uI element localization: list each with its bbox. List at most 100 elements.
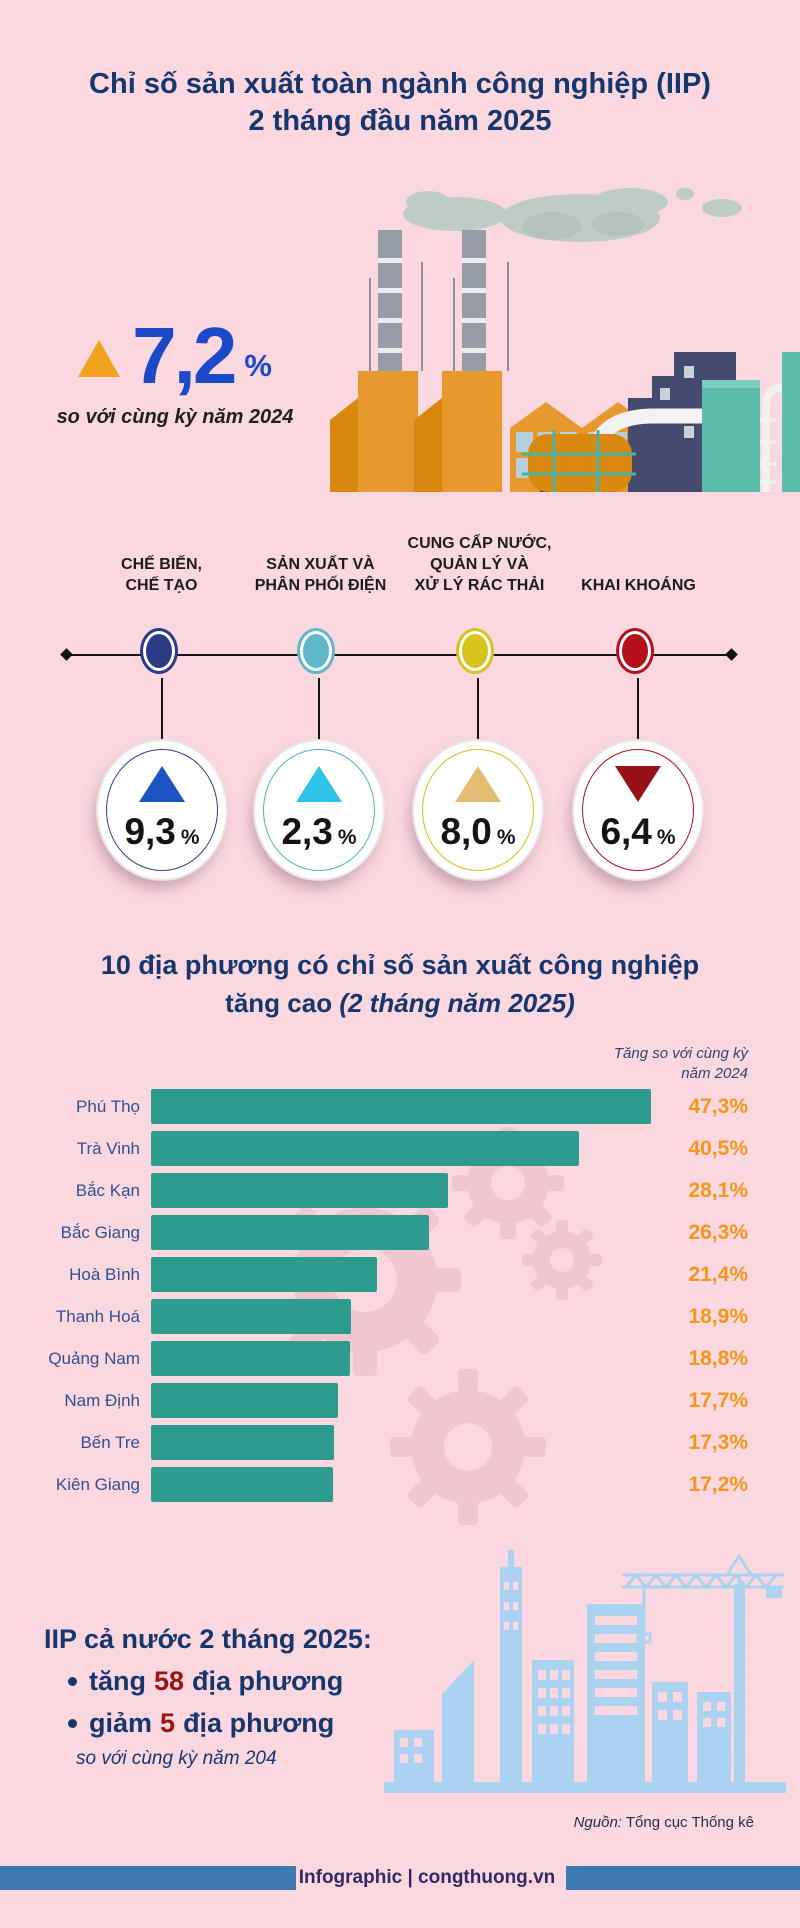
summary-bullets: tăng 58 địa phương giảm 5 địa phương	[44, 1666, 372, 1739]
bar	[151, 1215, 429, 1250]
sector-circle-ring	[263, 749, 375, 871]
bar-label: Phú Thọ	[76, 1096, 140, 1116]
headline-value: 7,2	[132, 311, 237, 400]
headline-kpi: 7,2 % so với cùng kỳ năm 2024	[30, 311, 320, 429]
sector-label-line: PHÂN PHỐI ĐIỆN	[254, 576, 387, 594]
source-note: Nguồn: Tổng cục Thống kê	[574, 1814, 754, 1831]
bullet-icon	[68, 1677, 77, 1686]
bar-zone	[151, 1383, 661, 1418]
bar-row: Thanh Hoá 18,9%	[38, 1299, 748, 1334]
sector-connector	[477, 678, 479, 742]
bar	[151, 1089, 651, 1124]
sector-label-line: XỬ LÝ RÁC THẢI	[414, 576, 545, 594]
bar-value: 17,7%	[688, 1388, 748, 1412]
chart-note-line1: Tăng so với cùng kỳ	[613, 1045, 748, 1062]
page-title-line1: Chỉ số sản xuất toàn ngành công nghiệp (…	[89, 68, 711, 100]
bar-zone	[151, 1467, 661, 1502]
chart-note-line2: năm 2024	[681, 1065, 748, 1083]
sector-label: CHẾ BIẾN, CHẾ TẠO	[82, 554, 241, 596]
bar-row: Bắc Giang 26,3%	[38, 1215, 748, 1250]
bar-value: 21,4%	[688, 1262, 748, 1286]
bar	[151, 1383, 339, 1418]
sector-connector	[318, 678, 320, 742]
chimneys	[330, 230, 502, 492]
bullet-prefix: tăng	[89, 1666, 146, 1696]
bullet-icon	[68, 1719, 77, 1728]
sector-dot	[619, 631, 651, 671]
bar	[151, 1341, 350, 1376]
bar-value: 17,3%	[688, 1430, 748, 1454]
summary-heading: IIP cả nước 2 tháng 2025:	[44, 1624, 372, 1654]
factory-illustration	[330, 188, 800, 492]
bullet-number: 58	[154, 1666, 185, 1696]
bar	[151, 1299, 351, 1334]
bar-zone	[151, 1425, 661, 1460]
headline-unit: %	[244, 348, 272, 383]
bar-value: 26,3%	[688, 1220, 748, 1244]
bar	[151, 1131, 580, 1166]
bar-row: Bến Tre 17,3%	[38, 1425, 748, 1460]
summary-note: so với cùng kỳ năm 204	[76, 1748, 277, 1769]
antennas	[369, 262, 509, 374]
bar-value: 47,3%	[688, 1094, 748, 1118]
chart-subtitle-bold: tăng cao	[225, 988, 333, 1018]
sector-circle: 6,4%	[574, 741, 702, 879]
bullet-suffix: địa phương	[192, 1666, 344, 1696]
bar-rows: Phú Thọ 47,3% Trà Vinh 40,5% Bắc Kạn 28,1% Bắc…	[38, 1089, 748, 1502]
bar	[151, 1257, 378, 1292]
bar-zone	[151, 1215, 661, 1250]
bar	[151, 1425, 334, 1460]
city-illustration	[384, 1550, 786, 1793]
bar-label: Kiên Giang	[55, 1474, 140, 1494]
bar-row: Trà Vinh 40,5%	[38, 1131, 748, 1166]
bar-zone	[151, 1341, 661, 1376]
bar-label: Nam Định	[64, 1390, 140, 1410]
bar-zone	[151, 1257, 661, 1292]
bar-value: 18,9%	[688, 1304, 748, 1328]
sector-label-line: SẢN XUẤT VÀ	[266, 555, 375, 573]
bar-label: Hoà Bình	[69, 1264, 140, 1284]
bullet-item: tăng 58 địa phương	[44, 1666, 372, 1697]
timeline-line	[67, 654, 731, 656]
chart-title: 10 địa phương có chỉ số sản xuất công ng…	[100, 950, 700, 980]
sector-circle: 9,3%	[98, 741, 226, 879]
sector-label: SẢN XUẤT VÀ PHÂN PHỐI ĐIỆN	[241, 554, 400, 596]
summary-block: IIP cả nước 2 tháng 2025: tăng 58 địa phươ…	[44, 1624, 372, 1770]
sector-label: CUNG CẤP NƯỚC, QUẢN LÝ VÀ XỬ LÝ RÁC THẢI	[400, 533, 559, 596]
page-title: Chỉ số sản xuất toàn ngành công nghiệp (…	[0, 66, 800, 140]
sector-labels-row: CHẾ BIẾN, CHẾ TẠO SẢN XUẤT VÀ PHÂN PHỐI ĐIỆ…	[82, 514, 718, 596]
sector-dot	[459, 631, 491, 671]
bar-row: Bắc Kạn 28,1%	[38, 1173, 748, 1208]
sector-label-line: CUNG CẤP NƯỚC,	[407, 534, 552, 552]
sector-connector	[637, 678, 639, 742]
bullet-suffix: địa phương	[183, 1708, 335, 1738]
bar-row: Nam Định 17,7%	[38, 1383, 748, 1418]
sector-circle-ring	[106, 749, 218, 871]
bar-label: Bến Tre	[80, 1432, 140, 1452]
bar-label: Thanh Hoá	[55, 1306, 140, 1326]
bar-value: 18,8%	[688, 1346, 748, 1370]
bar-label: Bắc Kạn	[75, 1180, 140, 1200]
bar	[151, 1467, 333, 1502]
bar-label: Quảng Nam	[48, 1348, 140, 1368]
sector-circle-ring	[582, 749, 694, 871]
bar-value: 40,5%	[688, 1136, 748, 1160]
bar-label: Trà Vinh	[76, 1138, 140, 1158]
bar-zone	[151, 1299, 661, 1334]
headline-kpi-row: 7,2 %	[30, 311, 320, 400]
bar-zone	[151, 1131, 661, 1166]
sector-label-line: KHAI KHOÁNG	[581, 576, 696, 594]
bullet-prefix: giảm	[89, 1708, 153, 1738]
chart-subtitle-italic: (2 tháng năm 2025)	[332, 988, 575, 1018]
bullet-item: giảm 5 địa phương	[44, 1708, 372, 1739]
sector-dot	[143, 631, 175, 671]
sector-label-line: CHẾ TẠO	[125, 576, 198, 594]
orange-tank	[522, 430, 636, 492]
bar-zone	[151, 1173, 661, 1208]
timeline-diamond-right	[725, 648, 738, 661]
sector-circle: 2,3%	[255, 741, 383, 879]
sector-label-line: QUẢN LÝ VÀ	[430, 555, 529, 573]
footer-bar-left	[0, 1866, 296, 1890]
page-title-line2: 2 tháng đầu năm 2025	[248, 105, 552, 138]
